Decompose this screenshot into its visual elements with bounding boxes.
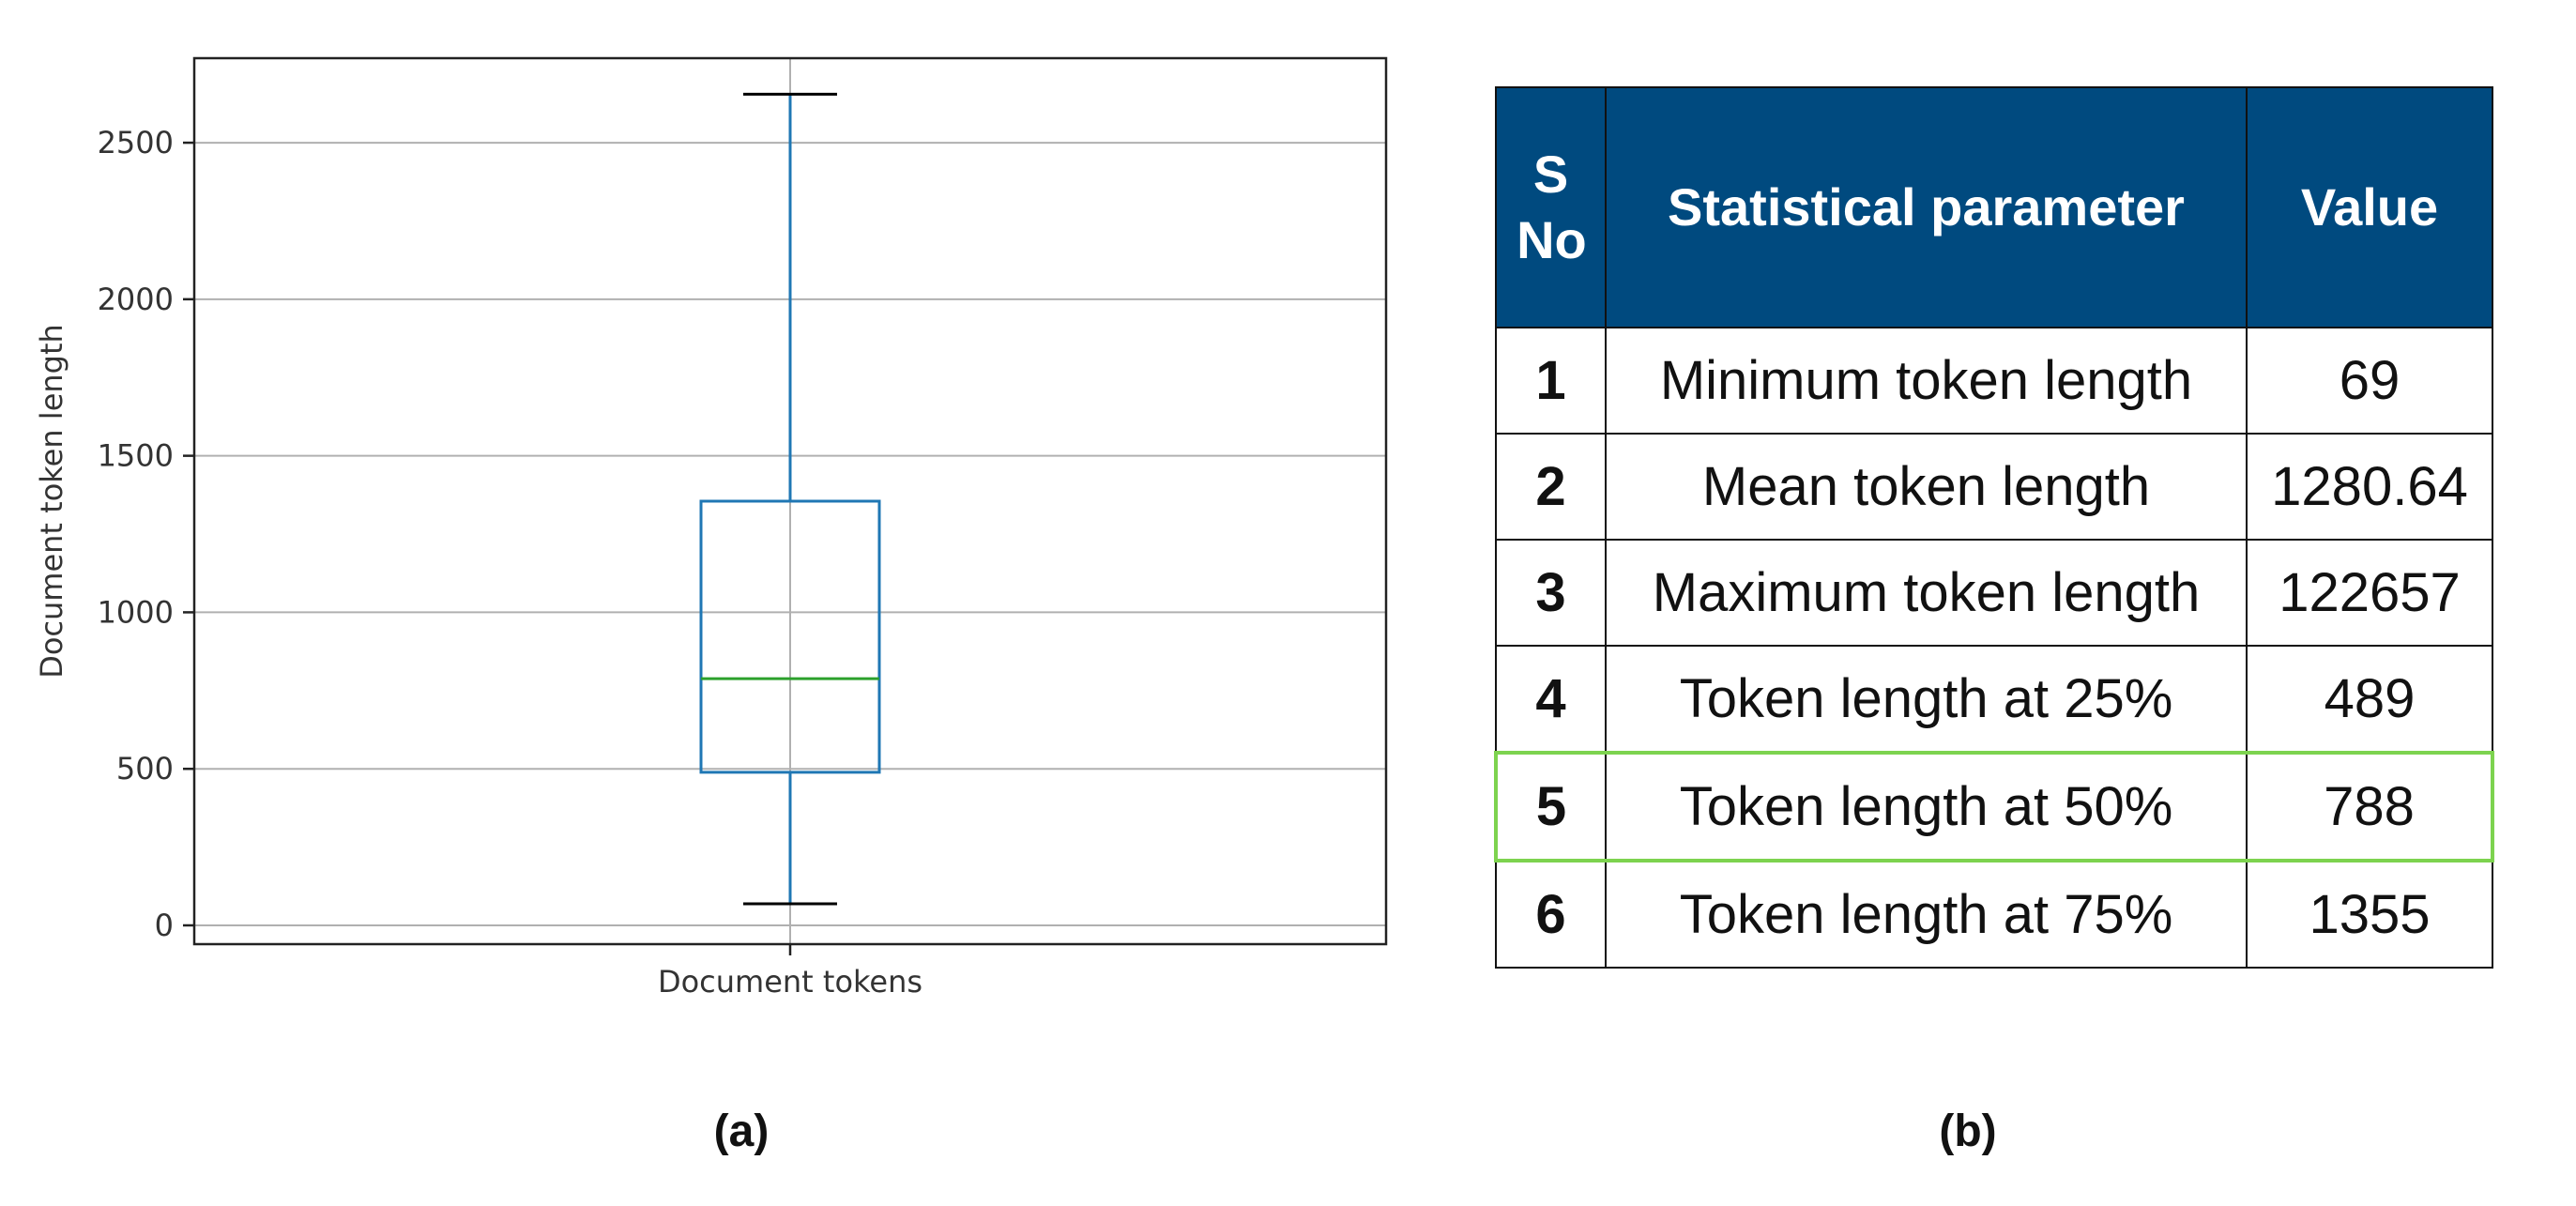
row-sno: 6 xyxy=(1495,860,1607,969)
panel-label-b: (b) xyxy=(1939,1107,1997,1156)
y-tick-label: 1000 xyxy=(98,594,174,630)
y-tick-label: 1500 xyxy=(98,438,174,474)
y-tick-label: 0 xyxy=(155,908,174,943)
y-tick-label: 2500 xyxy=(98,125,174,160)
row-parameter: Token length at 25% xyxy=(1605,645,2248,754)
table-row: 3 Maximum token length 122657 xyxy=(1495,539,2493,647)
row-sno: 5 xyxy=(1494,751,1607,863)
x-category-label: Document tokens xyxy=(658,964,922,1000)
row-value: 1355 xyxy=(2246,860,2493,969)
y-axis-label: Document token length xyxy=(34,324,69,679)
row-value: 788 xyxy=(2246,751,2494,863)
row-sno: 4 xyxy=(1495,645,1607,754)
box-plot: 0 500 1000 1500 2000 2500 Document token leng… xyxy=(34,56,1388,1000)
table-row: 6 Token length at 75% 1355 xyxy=(1495,860,2493,969)
row-sno: 3 xyxy=(1495,539,1607,647)
header-parameter: Statistical parameter xyxy=(1605,86,2248,328)
box-plot-series xyxy=(699,92,881,906)
row-value: 69 xyxy=(2246,327,2493,435)
table-row: 4 Token length at 25% 489 xyxy=(1495,645,2493,754)
row-sno: 2 xyxy=(1495,433,1607,541)
table-row: 2 Mean token length 1280.64 xyxy=(1495,433,2493,541)
table-row-highlighted: 5 Token length at 50% 788 xyxy=(1494,751,2494,863)
y-tick-label: 2000 xyxy=(98,282,174,317)
row-parameter: Maximum token length xyxy=(1605,539,2248,647)
row-parameter: Mean token length xyxy=(1605,433,2248,541)
panel-label-a: (a) xyxy=(713,1107,770,1156)
plot-frame xyxy=(192,56,1388,946)
row-sno: 1 xyxy=(1495,327,1607,435)
row-value: 489 xyxy=(2246,645,2493,754)
header-sno: S No xyxy=(1495,86,1607,328)
y-axis-ticks: 0 500 1000 1500 2000 2500 xyxy=(98,125,792,955)
table-row: 1 Minimum token length 69 xyxy=(1495,327,2493,435)
table-header-row: S No Statistical parameter Value xyxy=(1495,86,2493,328)
statistics-table: S No Statistical parameter Value 1 Minim… xyxy=(1494,86,2494,969)
header-value: Value xyxy=(2246,86,2493,328)
row-parameter: Minimum token length xyxy=(1605,327,2248,435)
row-value: 122657 xyxy=(2246,539,2493,647)
row-parameter: Token length at 50% xyxy=(1605,751,2248,863)
row-value: 1280.64 xyxy=(2246,433,2493,541)
header-sno-label: S No xyxy=(1517,145,1587,269)
y-tick-label: 500 xyxy=(116,751,174,786)
interquartile-box xyxy=(699,499,881,774)
row-parameter: Token length at 75% xyxy=(1605,860,2248,969)
